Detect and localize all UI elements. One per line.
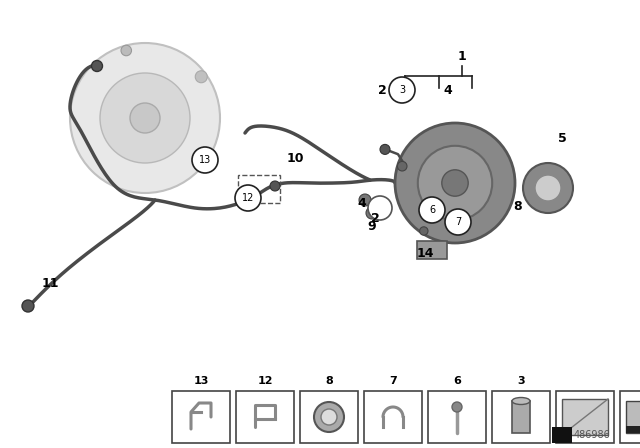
Bar	[492, 391, 550, 443]
Circle shape	[523, 163, 573, 213]
Text: 13: 13	[199, 155, 211, 165]
Circle shape	[192, 147, 218, 173]
Text: 4: 4	[358, 197, 366, 210]
Circle shape	[235, 185, 261, 211]
Text: 6: 6	[453, 376, 461, 386]
Circle shape	[380, 144, 390, 155]
Circle shape	[70, 43, 220, 193]
Circle shape	[397, 161, 407, 171]
Text: 2: 2	[378, 83, 387, 96]
Bar	[562, 399, 608, 435]
Bar	[300, 391, 358, 443]
Circle shape	[442, 170, 468, 196]
Text: 11: 11	[41, 276, 59, 289]
Text: 6: 6	[429, 205, 435, 215]
Text: 7: 7	[455, 217, 461, 227]
Text: 9: 9	[368, 220, 376, 233]
Text: 3: 3	[517, 376, 525, 386]
Bar	[512, 401, 530, 433]
Circle shape	[130, 103, 160, 133]
Bar	[236, 391, 294, 443]
Text: 7: 7	[389, 376, 397, 386]
Circle shape	[243, 193, 253, 203]
Circle shape	[314, 402, 344, 432]
Circle shape	[200, 158, 210, 168]
Text: 13: 13	[193, 376, 209, 386]
Text: 8: 8	[514, 199, 522, 212]
Circle shape	[321, 409, 337, 425]
Text: 4: 4	[444, 83, 452, 96]
Circle shape	[389, 77, 415, 103]
Text: 2: 2	[371, 211, 380, 224]
Circle shape	[535, 175, 561, 201]
Text: 486986: 486986	[574, 430, 611, 440]
Bar	[552, 427, 572, 443]
Circle shape	[270, 181, 280, 191]
Text: 12: 12	[257, 376, 273, 386]
Circle shape	[368, 196, 392, 220]
Bar	[172, 391, 230, 443]
Text: 12: 12	[242, 193, 254, 203]
Bar	[620, 391, 640, 443]
Circle shape	[366, 207, 378, 219]
Bar	[556, 391, 614, 443]
Circle shape	[121, 45, 131, 56]
Circle shape	[195, 71, 207, 83]
Circle shape	[419, 197, 445, 223]
Text: 8: 8	[325, 376, 333, 386]
FancyBboxPatch shape	[417, 241, 447, 259]
Circle shape	[359, 194, 371, 206]
Text: 14: 14	[416, 246, 434, 259]
Circle shape	[92, 60, 102, 72]
Text: 10: 10	[286, 151, 304, 164]
Bar	[626, 401, 640, 433]
Ellipse shape	[512, 397, 530, 405]
Circle shape	[22, 300, 34, 312]
Circle shape	[420, 227, 428, 235]
Text: 5: 5	[557, 132, 566, 145]
Circle shape	[395, 123, 515, 243]
Bar	[626, 426, 640, 433]
Text: 1: 1	[458, 49, 467, 63]
Bar	[238, 175, 280, 203]
Bar	[364, 391, 422, 443]
Circle shape	[445, 209, 471, 235]
Circle shape	[418, 146, 492, 220]
Circle shape	[100, 73, 190, 163]
Bar	[428, 391, 486, 443]
Circle shape	[452, 402, 462, 412]
Text: 3: 3	[399, 85, 405, 95]
